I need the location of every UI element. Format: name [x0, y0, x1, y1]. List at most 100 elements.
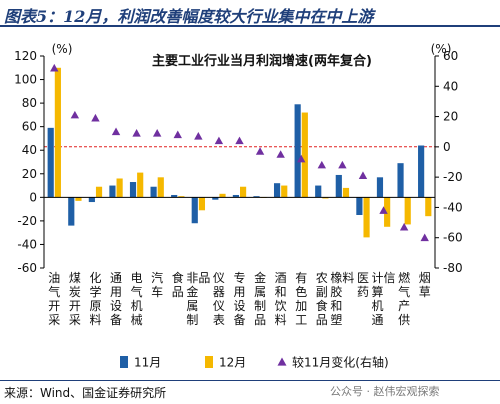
legend-label: 12月: [219, 356, 246, 370]
left-axis-tick-label: -60: [17, 261, 37, 275]
legend-swatch: [277, 357, 287, 366]
left-axis-tick-label: 80: [22, 96, 37, 110]
header-rule: [0, 25, 500, 27]
bar-dec: [157, 177, 164, 198]
bar-dec: [198, 197, 206, 211]
change-marker: [379, 206, 388, 214]
category-label: 金属制品: [254, 270, 266, 327]
change-marker: [420, 233, 429, 242]
bar-nov: [212, 197, 219, 200]
chart-legend: 11月 12月 较11月变化(右轴): [120, 355, 389, 370]
figure-header: 图表5：12月，利润改善幅度较大行业集中在中上游: [0, 0, 500, 27]
change-marker: [50, 63, 59, 72]
footer-rule: [0, 380, 500, 381]
bar-nov: [418, 145, 425, 198]
category-label: 有色加工: [295, 271, 307, 327]
bar-nov: [335, 174, 342, 198]
bar-dec: [240, 186, 247, 198]
bar-nov: [150, 186, 157, 198]
change-marker: [173, 130, 182, 139]
left-axis-tick-label: 60: [22, 120, 37, 134]
left-axis-tick-label: 100: [14, 73, 37, 87]
category-label: 汽车: [151, 270, 163, 299]
bar-nov: [273, 183, 281, 198]
change-marker: [111, 127, 121, 136]
chart-markers: [50, 63, 429, 242]
bar-dec: [54, 67, 61, 198]
left-axis-tick-label: 120: [14, 49, 37, 63]
category-label: 通用设备: [110, 271, 122, 327]
right-axis-unit: (%): [431, 42, 452, 56]
bar-dec: [384, 197, 391, 227]
right-axis-tick-label: 40: [443, 79, 458, 93]
left-axis-tick-label: -40: [17, 237, 37, 251]
right-axis-tick-label: -80: [443, 261, 463, 275]
change-marker: [235, 136, 244, 145]
legend-label: 较11月变化(右轴): [292, 355, 389, 370]
bar-dec: [137, 172, 144, 198]
category-label: 医药: [357, 271, 369, 299]
right-axis-tick-label: -40: [443, 200, 463, 214]
bar-nov: [68, 197, 75, 226]
left-axis-tick-label: 40: [22, 143, 37, 157]
figure-heading: 图表5：12月，利润改善幅度较大行业集中在中上游: [4, 7, 374, 26]
bar-nov: [88, 197, 95, 203]
category-label: 橡胶和塑料: [330, 271, 354, 327]
left-axis-tick-label: 0: [29, 190, 37, 204]
chart-title: 主要工业行业当月利润增速(两年复合): [152, 53, 372, 69]
right-axis-tick-label: 0: [443, 140, 451, 154]
change-marker: [276, 150, 285, 158]
bar-nov: [232, 194, 239, 198]
chart-bars: [47, 67, 432, 238]
bar-dec: [219, 193, 226, 198]
category-label: 酒和饮料: [275, 271, 287, 327]
left-axis-tick-label: -20: [17, 214, 37, 228]
right-axis-tick-label: -60: [443, 231, 463, 245]
bar-dec: [95, 186, 103, 198]
category-label: 非金属制品: [186, 271, 210, 327]
right-axis-tick-label: -20: [443, 170, 463, 184]
bar-nov: [294, 104, 301, 198]
bar-nov: [397, 163, 404, 198]
category-label: 仪器仪表: [213, 271, 225, 327]
bar-dec: [322, 197, 329, 199]
bar-nov: [171, 194, 178, 198]
left-axis-unit: (%): [52, 42, 73, 56]
bar-nov: [129, 182, 137, 198]
change-marker: [91, 113, 100, 122]
bar-nov: [109, 185, 116, 198]
category-label: 电气机械: [131, 271, 143, 327]
change-marker: [399, 222, 409, 231]
change-marker: [214, 136, 224, 145]
right-axis-tick-label: 20: [443, 110, 458, 124]
change-marker: [255, 147, 265, 155]
bar-nov: [253, 196, 260, 198]
category-label: 农副食品: [316, 271, 328, 327]
category-label: 油气开采: [48, 271, 60, 327]
change-marker: [317, 160, 327, 169]
change-marker: [338, 160, 347, 169]
bar-dec: [116, 178, 123, 198]
bar-dec: [75, 197, 82, 201]
change-marker: [152, 129, 162, 137]
category-label: 计算机通信: [372, 271, 396, 327]
change-marker: [297, 154, 306, 163]
bar-dec: [342, 187, 350, 198]
legend-label: 11月: [134, 356, 161, 370]
category-label: 专用设备: [233, 270, 245, 327]
watermark: 公众号 · 赵伟宏观探索: [330, 385, 440, 398]
change-marker: [70, 110, 80, 119]
category-label: 煤炭开采: [69, 271, 81, 327]
chart-axes: -60 -40 -20 0 20 40 60 80 100 120 -80 -60 -40 -20 0 20 4…: [14, 49, 463, 275]
category-label: 烟草: [419, 271, 431, 299]
legend-swatch: [120, 356, 128, 368]
bar-dec: [363, 197, 370, 238]
bar-dec: [281, 185, 288, 198]
right-axis-tick-label: 60: [443, 49, 458, 63]
source-note: 来源：Wind、国金证券研究所: [4, 386, 167, 400]
bar-nov: [191, 197, 198, 224]
bar-dec: [425, 197, 432, 217]
category-label: 食品: [172, 270, 184, 299]
